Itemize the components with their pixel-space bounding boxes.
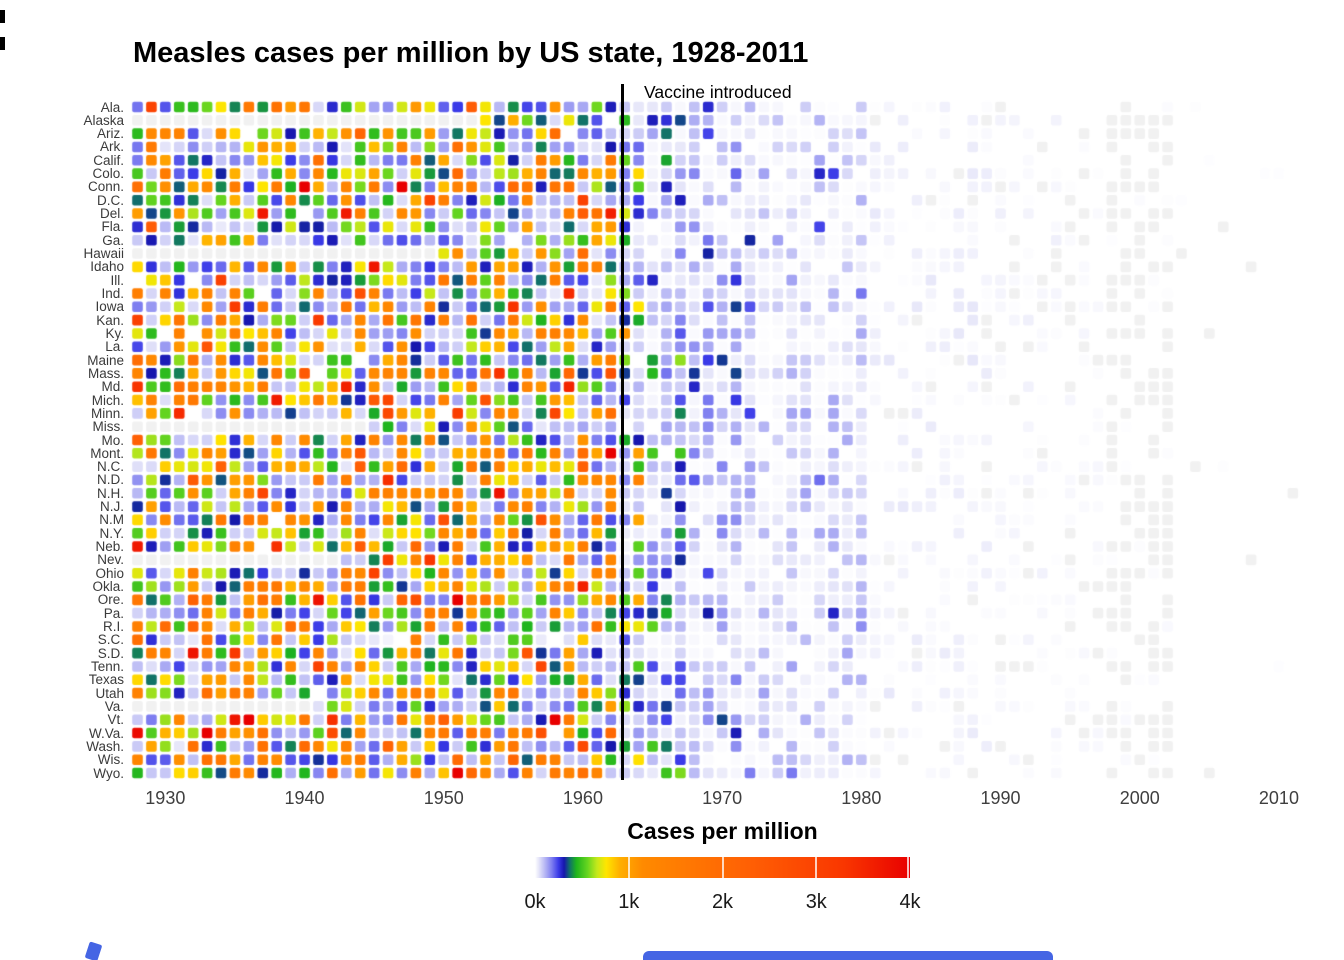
y-axis-label: N.C. (97, 459, 124, 475)
y-axis-label: Ind. (101, 285, 124, 301)
y-axis-label: Utah (95, 685, 124, 701)
y-axis-label: Kan. (96, 312, 124, 328)
y-axis-label: Nev. (97, 552, 124, 568)
y-axis-label: Ala. (100, 99, 124, 115)
y-axis-label: S.D. (97, 645, 124, 661)
y-axis-label: Wyo. (93, 765, 124, 781)
y-axis-label: Del. (99, 206, 124, 222)
x-axis-tick-label: 1930 (145, 788, 186, 808)
y-axis-label: Ore. (97, 592, 124, 608)
y-axis-label: Idaho (90, 259, 124, 275)
y-axis-label: Conn. (87, 179, 124, 195)
y-axis-label: W.Va. (88, 725, 124, 741)
x-axis-tick-label: 1960 (562, 788, 603, 808)
y-axis-label: Tenn. (90, 658, 124, 674)
y-axis-label: Fla. (101, 219, 124, 235)
y-axis-label: R.I. (102, 618, 124, 634)
y-axis-label: Mont. (90, 445, 124, 461)
y-axis-label: N.H. (97, 485, 124, 501)
y-axis-label: Alaska (83, 112, 124, 128)
y-axis-label: Va. (104, 698, 124, 714)
y-axis-label: Colo. (92, 166, 124, 182)
x-axis-tick-label: 1980 (841, 788, 882, 808)
y-axis-label: La. (105, 339, 124, 355)
legend-tick-label: 2k (711, 891, 734, 913)
y-axis-label: Ky. (105, 325, 124, 341)
vaccine-introduced-annotation: Vaccine introduced (644, 82, 792, 102)
y-axis-label: Ga. (102, 232, 124, 248)
legend-title: Cases per million (627, 818, 818, 844)
y-axis-label: Okla. (92, 579, 124, 595)
y-axis-label: S.C. (97, 632, 124, 648)
y-axis-label: N.Y. (99, 525, 124, 541)
y-axis-label: N.M (99, 512, 124, 528)
legend-tick-label: 0k (524, 891, 546, 913)
x-axis-tick-label: 1940 (284, 788, 325, 808)
y-axis-label: Ohio (95, 565, 124, 581)
y-axis-label: Miss. (92, 419, 125, 435)
y-axis-label: Vt. (107, 712, 124, 728)
y-axis-label: Calif. (93, 152, 124, 168)
y-axis-label: Mo. (101, 432, 124, 448)
y-axis-label: Mich. (91, 392, 124, 408)
y-axis-label: Texas (88, 672, 124, 688)
y-axis-label: Ariz. (97, 126, 124, 142)
legend-tick-mark (721, 857, 724, 878)
y-axis-label: Mass. (87, 365, 124, 381)
y-axis-label: N.D. (97, 472, 124, 488)
legend-tick-mark (907, 857, 909, 878)
legend-tick-label: 3k (805, 891, 827, 913)
x-axis-tick-label: 1990 (980, 788, 1021, 808)
x-axis-tick-label: 1970 (702, 788, 743, 808)
y-axis-label: Hawaii (83, 246, 124, 262)
legend-tick-label: 1k (618, 891, 640, 913)
y-axis-label: Iowa (95, 299, 124, 315)
y-axis-label: N.J. (99, 499, 124, 515)
y-axis-label: Neb. (95, 539, 124, 555)
screen-artifact-left-top (0, 10, 5, 23)
legend-gradient-bar (535, 857, 910, 878)
y-axis-label: Wis. (97, 752, 124, 768)
screen-artifact-left-top-2 (0, 37, 5, 50)
x-axis-tick-label: 1950 (423, 788, 464, 808)
y-axis-label: Md. (101, 379, 124, 395)
x-axis-tick-label: 2010 (1258, 788, 1299, 808)
vaccine-introduced-line (621, 84, 624, 780)
legend-tick-mark (627, 857, 630, 878)
y-axis-label: Ill. (110, 272, 125, 288)
legend-tick-label: 4k (899, 891, 921, 913)
legend-tick-mark (815, 857, 818, 878)
screen-artifact-bottom-bar (643, 951, 1053, 960)
y-axis-label: Minn. (90, 405, 124, 421)
y-axis-label: Maine (87, 352, 124, 368)
y-axis-label: Pa. (103, 605, 124, 621)
y-axis-label: Ark. (99, 139, 124, 155)
y-axis-label: Wash. (86, 738, 124, 754)
y-axis-label: D.C. (97, 192, 124, 208)
x-axis-tick-label: 2000 (1119, 788, 1160, 808)
